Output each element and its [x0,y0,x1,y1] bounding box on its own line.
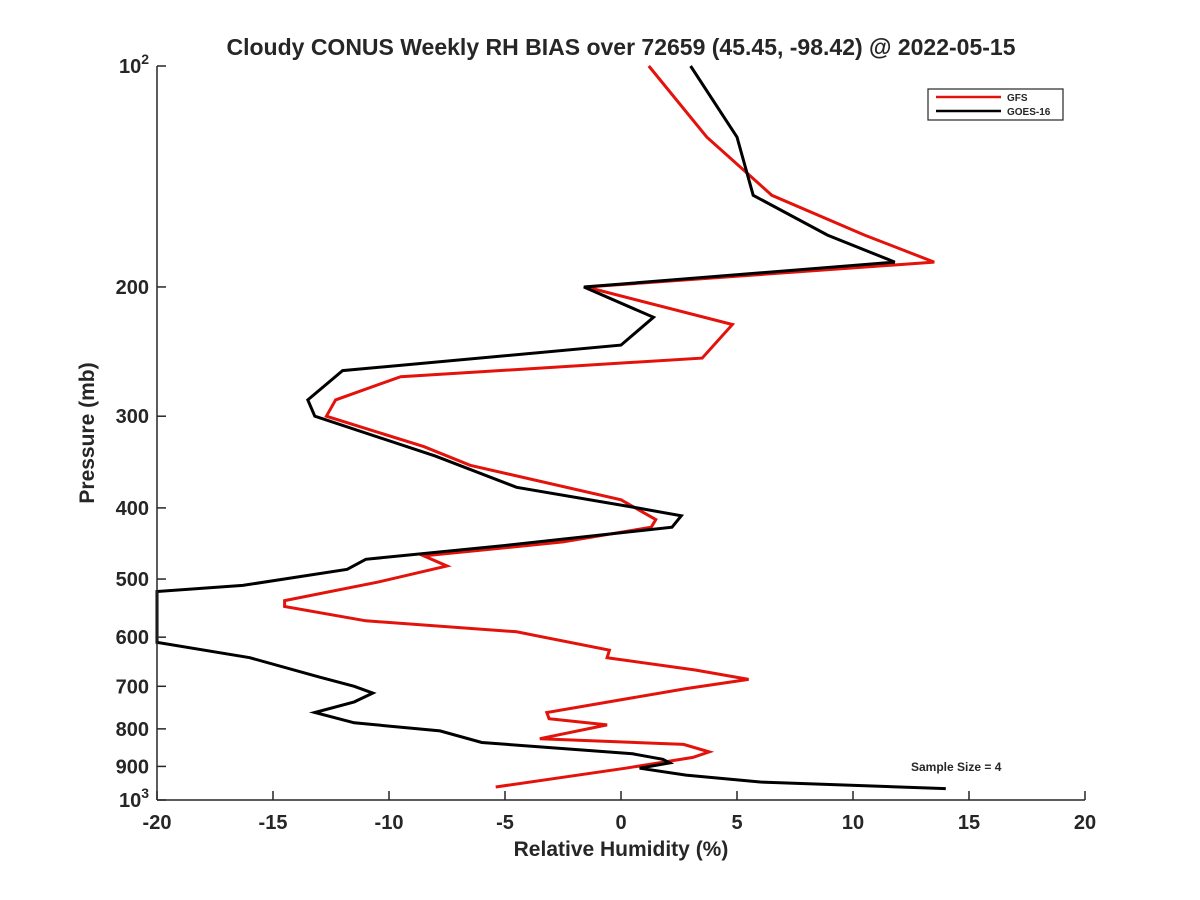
x-tick-label: 20 [1074,812,1096,834]
x-axis-ticks: -20 -15 -10 -5 0 5 10 15 20 [143,791,1096,834]
x-tick-label: -20 [143,812,172,834]
x-tick-label: -10 [375,812,404,834]
y-tick-label: 900 [116,756,149,778]
y-tick-label: 500 [116,569,149,591]
y-tick-label: 800 [116,719,149,741]
series-layer [155,65,946,791]
y-axis-ticks: 102 200 300 400 500 600 700 800 900 103 [116,51,166,812]
chart-title: Cloudy CONUS Weekly RH BIAS over 72659 (… [226,34,1015,60]
x-tick-label: -5 [496,812,514,834]
y-tick-label: 300 [116,406,149,428]
x-tick-label: 5 [731,812,742,834]
y-tick-label: 103 [119,785,149,812]
y-tick-label: 200 [116,277,149,299]
x-tick-label: 10 [842,812,864,834]
plot-area [157,66,1085,800]
legend: GFS GOES-16 [927,88,1064,121]
y-tick-label: 400 [116,498,149,520]
legend-label-goes-16: GOES-16 [1007,107,1051,118]
sample-size-annotation: Sample Size = 4 [911,760,1002,774]
x-tick-label: 15 [958,812,980,834]
y-tick-label: 600 [116,627,149,649]
legend-label-gfs: GFS [1007,93,1028,104]
y-tick-label: 700 [116,676,149,698]
x-tick-label: -15 [259,812,288,834]
legend-box [927,88,1064,121]
y-tick-label: 102 [119,51,149,78]
x-tick-label: 0 [615,812,626,834]
x-axis-label: Relative Humidity (%) [514,838,729,861]
series-line-goes-16 [155,65,946,791]
series-line-gfs [283,65,935,789]
y-axis-label: Pressure (mb) [76,362,99,503]
